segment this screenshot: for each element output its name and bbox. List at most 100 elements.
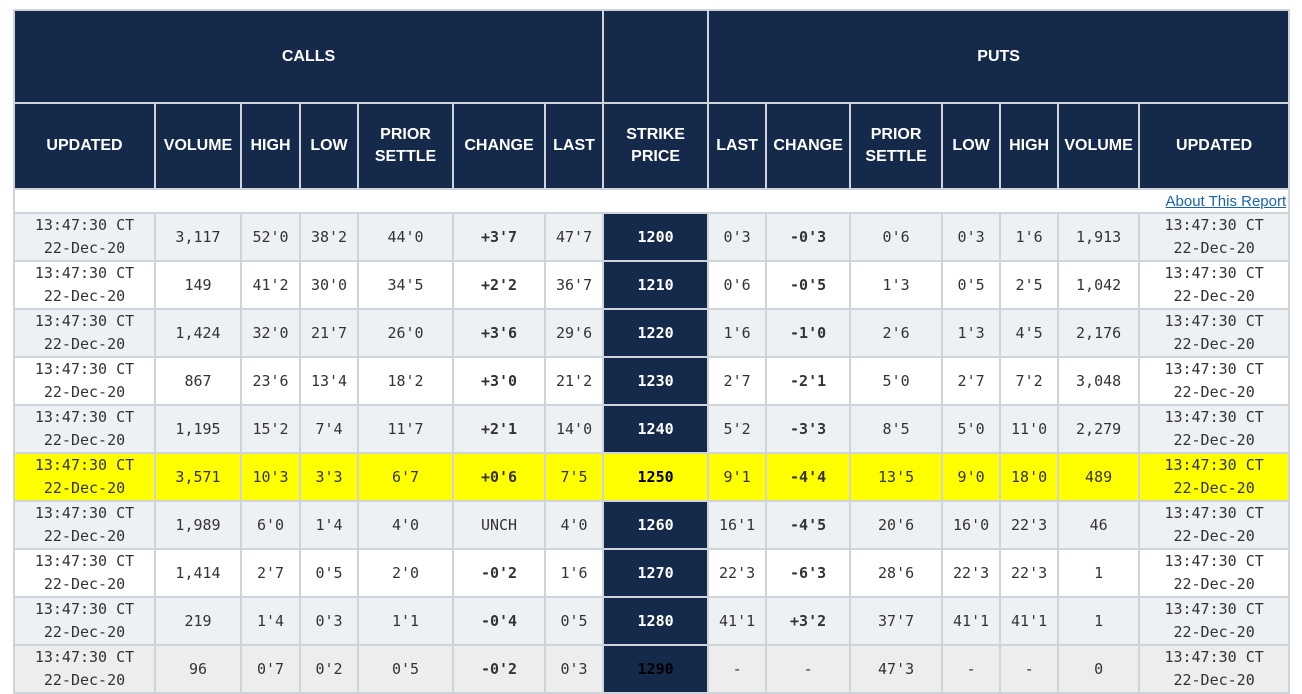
put-volume-cell: 1 [1057, 596, 1141, 646]
call-change-cell: +3'7 [452, 212, 546, 262]
call-high-cell: 32'0 [240, 308, 301, 358]
call-volume-cell: 96 [154, 644, 242, 694]
table-body: 13:47:30 CT 22-Dec-20 3,117 52'0 38'2 44'0 +3'… [13, 212, 1291, 694]
call-change-cell: +2'1 [452, 404, 546, 454]
put-low-cell: 1'3 [941, 308, 1002, 358]
call-updated-date: 22-Dec-20 [43, 527, 126, 545]
put-updated-cell: 13:47:30 CT 22-Dec-20 [1138, 356, 1291, 406]
put-prior-cell: 47'3 [849, 644, 944, 694]
put-change-cell: - [765, 644, 852, 694]
strike-cell[interactable]: 1240 [602, 404, 710, 454]
col-call-low[interactable]: LOW [299, 102, 359, 190]
call-high-cell: 6'0 [240, 500, 301, 550]
put-change-cell: -6'3 [765, 548, 852, 598]
put-low-cell: 0'3 [941, 212, 1002, 262]
put-change-cell: -0'5 [765, 260, 852, 310]
put-updated-cell: 13:47:30 CT 22-Dec-20 [1138, 548, 1291, 598]
call-updated-time: 13:47:30 CT [34, 552, 135, 570]
put-prior-cell: 5'0 [849, 356, 944, 406]
table-row: 13:47:30 CT 22-Dec-20 1,414 2'7 0'5 2'0 -0'2 1'… [13, 548, 1291, 598]
strike-cell[interactable]: 1280 [602, 596, 710, 646]
call-low-cell: 0'5 [299, 548, 359, 598]
put-updated-date: 22-Dec-20 [1173, 239, 1255, 257]
call-change-cell: -0'2 [452, 644, 546, 694]
table-row: 13:47:30 CT 22-Dec-20 3,571 10'3 3'3 6'7 +0'6 7… [13, 452, 1291, 502]
put-change-cell: -3'3 [765, 404, 852, 454]
col-call-change[interactable]: CHANGE [452, 102, 546, 190]
put-updated-time: 13:47:30 CT [1164, 312, 1264, 330]
col-put-change[interactable]: CHANGE [765, 102, 852, 190]
options-table: CALLS PUTS UPDATED VOLUME HIGH LOW PRIOR… [12, 9, 1291, 694]
strike-cell[interactable]: 1210 [602, 260, 710, 310]
put-low-cell: - [941, 644, 1002, 694]
table-row: 13:47:30 CT 22-Dec-20 867 23'6 13'4 18'2 +3'0 2… [13, 356, 1291, 406]
put-prior-cell: 20'6 [849, 500, 944, 550]
put-updated-cell: 13:47:30 CT 22-Dec-20 [1138, 500, 1291, 550]
call-updated-cell: 13:47:30 CT 22-Dec-20 [13, 644, 156, 694]
put-last-cell: 16'1 [707, 500, 768, 550]
call-low-cell: 0'2 [299, 644, 359, 694]
col-call-prior-settle[interactable]: PRIOR SETTLE [357, 102, 454, 190]
call-low-cell: 1'4 [299, 500, 359, 550]
call-volume-cell: 1,195 [154, 404, 242, 454]
call-updated-cell: 13:47:30 CT 22-Dec-20 [13, 548, 156, 598]
call-updated-date: 22-Dec-20 [43, 479, 126, 497]
call-last-cell: 21'2 [543, 356, 605, 406]
call-updated-cell: 13:47:30 CT 22-Dec-20 [13, 260, 156, 310]
strike-cell[interactable]: 1270 [602, 548, 710, 598]
put-prior-cell: 1'3 [849, 260, 944, 310]
col-call-updated[interactable]: UPDATED [13, 102, 156, 190]
put-change-cell: +3'2 [765, 596, 852, 646]
call-change-cell: +3'6 [452, 308, 546, 358]
call-updated-date: 22-Dec-20 [43, 335, 126, 353]
call-updated-cell: 13:47:30 CT 22-Dec-20 [13, 356, 156, 406]
put-updated-time: 13:47:30 CT [1164, 648, 1264, 666]
col-put-updated[interactable]: UPDATED [1138, 102, 1291, 190]
put-high-cell: 7'2 [999, 356, 1060, 406]
col-call-volume[interactable]: VOLUME [154, 102, 242, 190]
put-high-cell: 18'0 [999, 452, 1060, 502]
col-put-prior-settle[interactable]: PRIOR SETTLE [849, 102, 944, 190]
put-high-cell: 11'0 [999, 404, 1060, 454]
call-volume-cell: 1,424 [154, 308, 242, 358]
strike-cell[interactable]: 1220 [602, 308, 710, 358]
strike-cell[interactable]: 1200 [602, 212, 710, 262]
table-row: 13:47:30 CT 22-Dec-20 149 41'2 30'0 34'5 +2'2 3… [13, 260, 1291, 310]
call-low-cell: 13'4 [299, 356, 359, 406]
put-last-cell: 22'3 [707, 548, 768, 598]
call-high-cell: 52'0 [240, 212, 301, 262]
call-last-cell: 29'6 [543, 308, 605, 358]
put-updated-time: 13:47:30 CT [1164, 600, 1264, 618]
col-put-low[interactable]: LOW [941, 102, 1002, 190]
call-prior-cell: 34'5 [357, 260, 454, 310]
col-put-volume[interactable]: VOLUME [1057, 102, 1141, 190]
call-last-cell: 0'3 [543, 644, 605, 694]
call-updated-date: 22-Dec-20 [43, 383, 126, 401]
put-updated-time: 13:47:30 CT [1164, 216, 1264, 234]
call-volume-cell: 1,414 [154, 548, 242, 598]
col-put-last[interactable]: LAST [707, 102, 768, 190]
col-put-high[interactable]: HIGH [999, 102, 1060, 190]
put-prior-cell: 8'5 [849, 404, 944, 454]
strike-cell[interactable]: 1260 [602, 500, 710, 550]
call-change-cell: -0'2 [452, 548, 546, 598]
col-strike-price[interactable]: STRIKE PRICE [602, 102, 710, 190]
put-updated-date: 22-Dec-20 [1173, 575, 1255, 593]
col-call-high[interactable]: HIGH [240, 102, 301, 190]
strike-cell[interactable]: 1290 [602, 644, 710, 694]
put-high-cell: - [999, 644, 1060, 694]
strike-cell[interactable]: 1230 [602, 356, 710, 406]
about-row: About This Report [12, 188, 1291, 214]
put-last-cell: 2'7 [707, 356, 768, 406]
strike-cell[interactable]: 1250 [602, 452, 710, 502]
put-last-cell: 9'1 [707, 452, 768, 502]
put-low-cell: 2'7 [941, 356, 1002, 406]
call-volume-cell: 149 [154, 260, 242, 310]
col-call-last[interactable]: LAST [543, 102, 605, 190]
put-prior-cell: 13'5 [849, 452, 944, 502]
call-high-cell: 10'3 [240, 452, 301, 502]
call-volume-cell: 3,117 [154, 212, 242, 262]
put-low-cell: 0'5 [941, 260, 1002, 310]
about-report-link[interactable]: About This Report [1165, 192, 1287, 210]
call-prior-cell: 11'7 [357, 404, 454, 454]
